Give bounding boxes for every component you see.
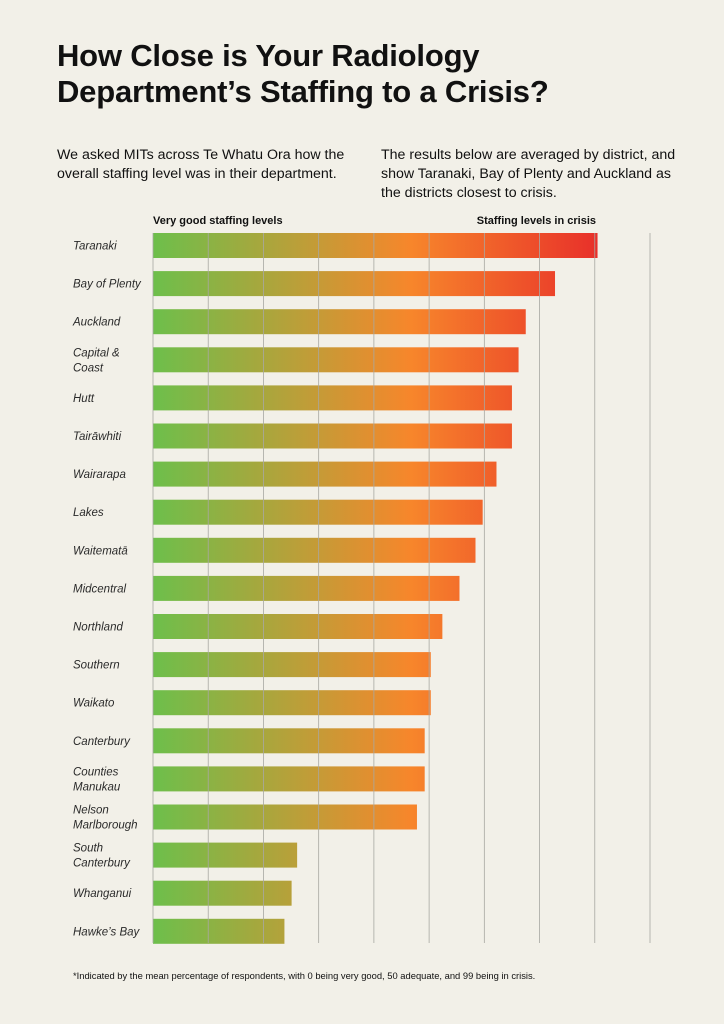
bar-nelson-marlborough [153,804,417,830]
bar-hawke-s-bay [153,918,285,944]
district-labels: Taranaki Bay of Plenty Auckland Capital & Co… [72,241,142,939]
district-label: Southern [73,660,120,672]
district-label: Lakes [73,507,104,519]
district-label: Taranaki [73,241,117,253]
district-label: Waitematā [73,545,128,557]
bar-lakes [153,499,483,525]
scale-label-crisis: Staffing levels in crisis [476,215,596,227]
title-line-2: Department’s Staffing to a Crisis? [57,74,549,109]
district-label: Waikato [73,698,115,710]
bar-waitemat- [153,537,476,563]
bar-capital-coast [153,347,519,373]
district-label: Auckland [72,317,121,329]
bar-whanganui [153,880,292,906]
district-label: Tairāwhiti [73,431,122,443]
district-label: South Canterbury [73,843,131,870]
bars [153,233,598,944]
district-label: Bay of Plenty [73,279,142,291]
bar-canterbury [153,728,425,754]
district-label: Hutt [73,393,95,405]
gridlines [152,233,651,943]
district-label: Midcentral [73,583,126,595]
district-label: Capital & Coast [73,347,120,374]
bar-wairarapa [153,461,497,487]
intro-text-left: We asked MITs across Te Whatu Ora how th… [57,147,345,182]
bar-waikato [153,690,431,716]
bar-tair-whiti [153,423,512,449]
district-label: Canterbury [73,736,131,748]
intro-text-right: The results below are averaged by distri… [381,147,676,201]
district-label: Wairarapa [73,469,126,481]
footnote: *Indicated by the mean percentage of res… [73,970,536,981]
bar-hutt [153,385,512,411]
bar-taranaki [153,233,598,258]
district-label: Whanganui [73,888,132,900]
bar-northland [153,614,443,639]
district-label: Counties Manukau [73,766,121,793]
bar-auckland [153,309,526,335]
district-label: Hawke’s Bay [73,926,141,938]
bar-counties-manukau [153,766,425,792]
bar-south-canterbury [153,842,298,868]
bar-bay-of-plenty [153,271,556,297]
scale-label-good: Very good staffing levels [153,215,283,227]
bar-midcentral [153,575,460,601]
district-label: Nelson Marlborough [73,805,138,832]
district-label: Northland [73,622,123,634]
title-line-1: How Close is Your Radiology [57,38,480,73]
page-title: How Close is Your Radiology Department’s… [57,38,697,110]
bar-southern [153,652,431,678]
